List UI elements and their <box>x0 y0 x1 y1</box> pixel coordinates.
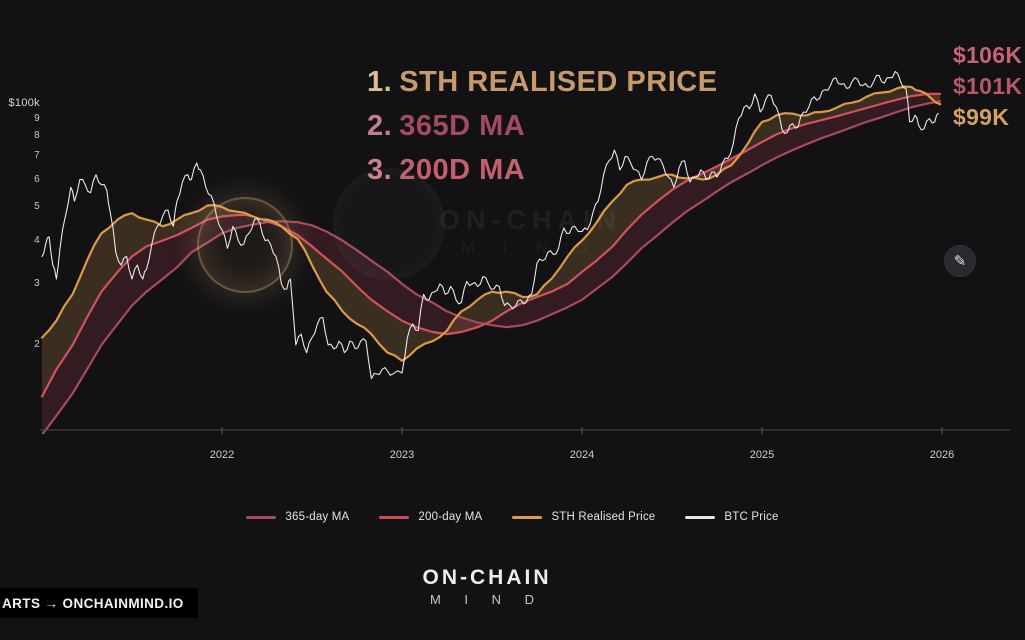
annotation-line-2: 2. 365D MA <box>367 110 718 154</box>
legend-item-365dma: 365-day MA <box>246 511 349 523</box>
site-badge[interactable]: ARTS → ONCHAINMIND.IO <box>0 588 198 618</box>
series-ma200 <box>40 92 942 398</box>
y-axis-tick: 2 <box>34 338 40 350</box>
annotation-line-1: 1. STH REALISED PRICE <box>367 66 718 110</box>
legend: 365-day MA 200-day MA STH Realised Price… <box>0 511 1025 523</box>
brand-line1: ON-CHAIN <box>422 566 552 589</box>
price-label-200dma: $106K <box>953 42 1023 68</box>
annotation-number: 2. <box>367 110 393 142</box>
price-label-sth: $99K <box>953 104 1010 130</box>
x-axis-tick: 2024 <box>569 449 595 461</box>
price-label-365dma: $101K <box>953 73 1023 99</box>
band-ma200-ma365 <box>42 93 941 434</box>
series-sth <box>40 85 942 362</box>
legend-swatch-sth <box>512 515 543 519</box>
y-axis-tick: 8 <box>34 130 40 142</box>
legend-item-sth: STH Realised Price <box>512 511 655 523</box>
annotation-line-3: 3. 200D MA <box>367 154 718 198</box>
legend-item-btc: BTC Price <box>685 511 778 523</box>
legend-swatch-btc <box>685 515 716 519</box>
chart-title-annotations: 1. STH REALISED PRICE 2. 365D MA 3. 200D… <box>367 66 718 198</box>
site-url: ARTS → ONCHAINMIND.IO <box>2 595 184 611</box>
y-axis-tick: 3 <box>34 277 40 289</box>
legend-label-btc: BTC Price <box>724 511 779 523</box>
y-axis-tick: $100k <box>8 96 40 109</box>
legend-label-365dma: 365-day MA <box>285 511 350 523</box>
series-btc <box>41 70 939 380</box>
y-axis-tick: 4 <box>34 234 40 246</box>
annotation-number: 3. <box>367 154 393 186</box>
brand-line2: M I N D <box>429 592 545 607</box>
pencil-icon: ✎ <box>953 253 967 270</box>
x-axis-tick: 2025 <box>749 449 775 461</box>
crossover-highlight-circle <box>197 197 294 294</box>
annotation-number: 1. <box>367 66 393 98</box>
legend-label-200dma: 200-day MA <box>418 511 483 523</box>
annotation-label-365dma: 365D MA <box>399 110 526 142</box>
brand-logo: ON-CHAIN M I N D <box>387 566 587 607</box>
price-end-labels: $106K $101K $99K <box>953 40 1022 133</box>
legend-label-sth: STH Realised Price <box>551 511 656 523</box>
legend-item-200dma: 200-day MA <box>379 511 482 523</box>
annotation-label-200dma: 200D MA <box>399 154 526 186</box>
y-axis-tick: 6 <box>34 173 40 185</box>
legend-swatch-200dma <box>379 515 410 519</box>
annotation-label-sth: STH REALISED PRICE <box>399 66 718 98</box>
x-axis-tick: 2022 <box>209 449 235 461</box>
edit-button[interactable]: ✎ <box>944 245 976 277</box>
series-ma365 <box>41 100 942 434</box>
x-axis-tick: 2026 <box>929 449 955 461</box>
y-axis-tick: 5 <box>34 201 40 213</box>
y-axis-tick: 9 <box>34 112 40 124</box>
legend-swatch-365dma <box>246 515 277 519</box>
y-axis-tick: 7 <box>34 150 40 162</box>
x-axis-tick: 2023 <box>389 449 415 461</box>
